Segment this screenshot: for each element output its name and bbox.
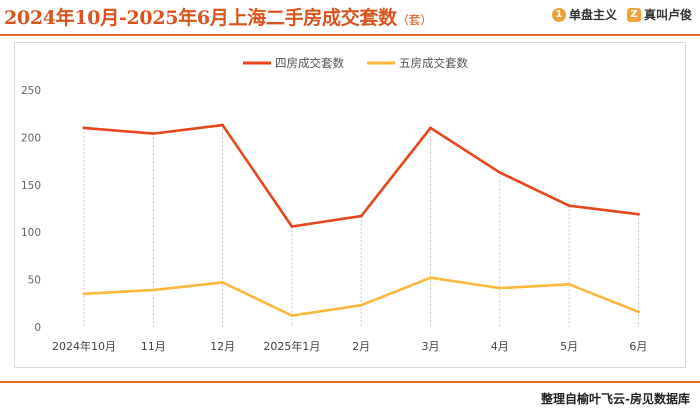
- logo-danpan: 1 单盘主义: [551, 6, 617, 23]
- drop-lines: [83, 125, 639, 327]
- y-tick-label: 0: [34, 322, 41, 334]
- x-tick-label: 5月: [560, 340, 578, 353]
- data-point-0: [221, 123, 225, 127]
- page-title: 2024年10月-2025年6月上海二手房成交套数（套）: [4, 3, 432, 30]
- title-unit: （套）: [396, 13, 432, 27]
- y-tick-label: 50: [28, 275, 41, 287]
- legend-label-1: 五房成交套数: [399, 56, 468, 70]
- x-tick-label: 12月: [210, 340, 235, 353]
- bottom-divider: [0, 381, 700, 383]
- data-point-1: [429, 276, 432, 280]
- x-tick-label: 4月: [491, 340, 509, 353]
- data-point-0: [359, 214, 363, 218]
- source-note: 整理自榆叶飞云-房见数据库: [541, 392, 690, 406]
- data-point-1: [151, 288, 155, 292]
- header: 2024年10月-2025年6月上海二手房成交套数（套） 1 单盘主义 Z 真叫…: [0, 0, 700, 34]
- chart-frame: 四房成交套数 五房成交套数 0 50 100 150 200 250 2024年10月 11月…: [14, 42, 686, 368]
- title-text: 2024年10月-2025年6月上海二手房成交套数: [4, 7, 397, 29]
- x-axis: 2024年10月 11月 12月 2025年1月 2月 3月 4月 5月 6月: [52, 339, 647, 353]
- x-tick-label: 2025年1月: [263, 339, 320, 353]
- coin-icon: 1: [551, 7, 566, 22]
- data-point-1: [290, 314, 294, 318]
- y-tick-label: 150: [21, 180, 41, 192]
- x-tick-label: 11月: [141, 340, 166, 353]
- y-tick-label: 250: [21, 85, 41, 97]
- y-axis: 0 50 100 150 200 250: [21, 85, 41, 334]
- data-point-1: [637, 310, 640, 314]
- logo-group: 1 单盘主义 Z 真叫卢俊: [551, 6, 692, 23]
- z-badge-icon: Z: [626, 7, 641, 22]
- data-point-1: [359, 303, 363, 307]
- data-point-0: [151, 132, 155, 136]
- x-tick-label: 6月: [629, 340, 647, 353]
- series-line-0: [82, 123, 640, 228]
- x-tick-label: 2月: [352, 340, 370, 353]
- data-point-0: [567, 204, 571, 208]
- series-lines: [82, 123, 640, 318]
- y-tick-label: 200: [21, 132, 41, 144]
- data-point-0: [498, 171, 502, 174]
- data-point-0: [290, 225, 294, 228]
- data-point-0: [429, 126, 432, 130]
- data-point-1: [221, 281, 225, 284]
- line-chart: 四房成交套数 五房成交套数 0 50 100 150 200 250 2024年10月 11月…: [21, 56, 647, 353]
- data-point-0: [637, 212, 640, 216]
- legend-label-0: 四房成交套数: [275, 56, 344, 70]
- data-point-1: [82, 292, 86, 296]
- data-point-1: [567, 282, 571, 286]
- x-tick-label: 2024年10月: [52, 339, 116, 353]
- legend: 四房成交套数 五房成交套数: [243, 56, 468, 70]
- logo-zhenjiao-text: 真叫卢俊: [643, 8, 692, 22]
- logo-danpan-text: 单盘主义: [568, 8, 617, 22]
- y-tick-label: 100: [21, 227, 41, 239]
- data-point-0: [82, 126, 86, 130]
- data-point-1: [498, 286, 502, 290]
- top-divider: [0, 34, 700, 36]
- logo-zhenjiao: Z 真叫卢俊: [626, 6, 692, 23]
- x-tick-label: 3月: [422, 340, 440, 353]
